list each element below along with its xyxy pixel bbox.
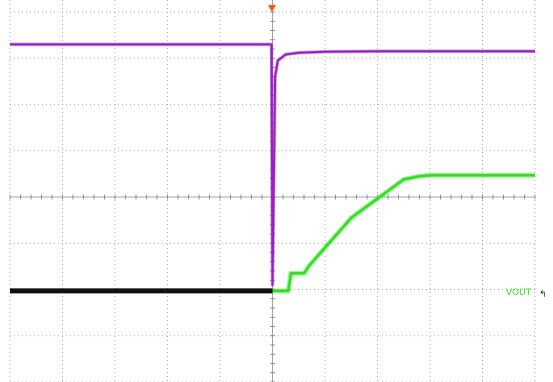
- ground-reference-icon[interactable]: ↰: [539, 290, 547, 300]
- trace-layer: [10, 42, 535, 294]
- trigger-position-marker[interactable]: [268, 5, 276, 12]
- vout-channel-label: VOUT: [506, 288, 532, 298]
- channel-trace-line: [10, 43, 535, 286]
